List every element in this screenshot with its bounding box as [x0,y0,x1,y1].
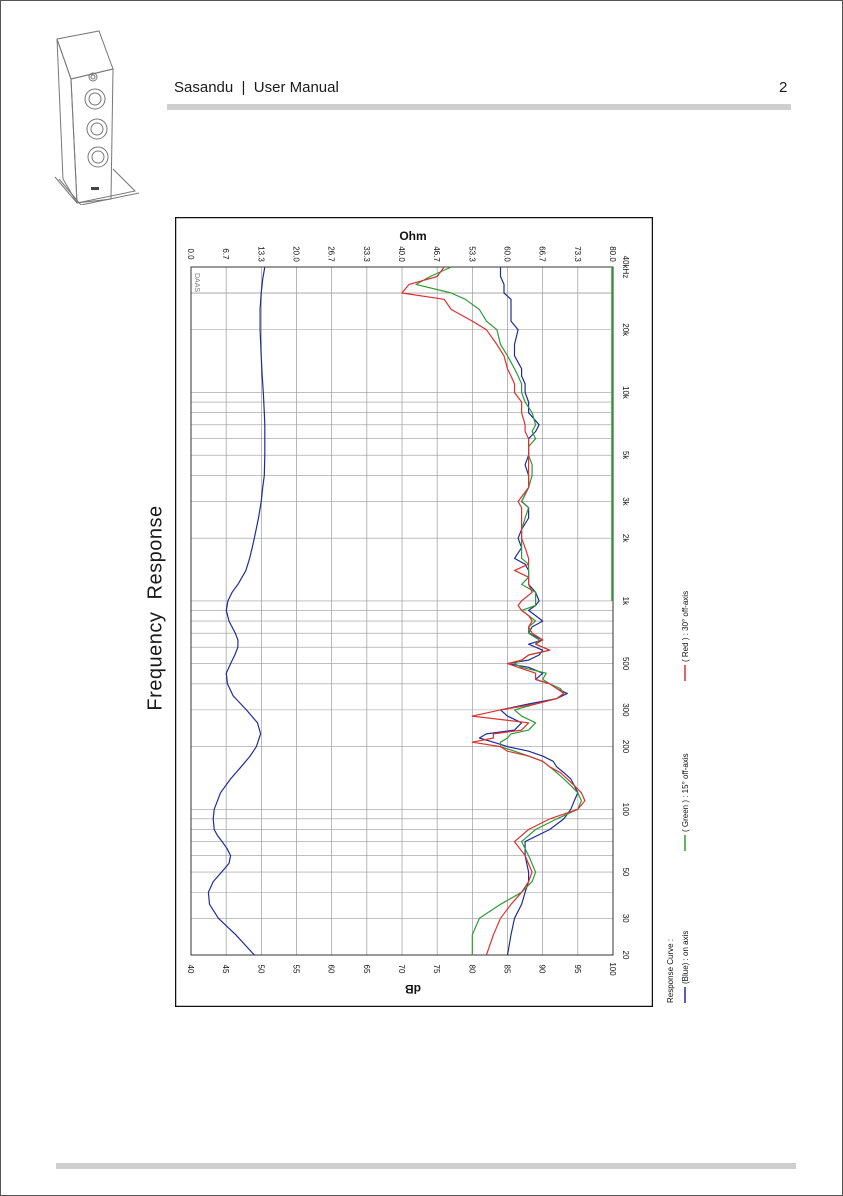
tick-label-ohm: 73.3 [573,246,582,262]
speaker-logo-icon [54,30,140,205]
chart-frame [175,217,653,1007]
tick-label-db: 95 [573,965,582,974]
tick-label-freq: 100 [621,803,630,817]
page-number: 2 [779,79,788,96]
response-curve-2 [401,266,586,956]
tick-label-ohm: 13.3 [256,246,265,262]
tick-label-db: 40 [186,965,195,974]
tick-label-db: 55 [292,965,301,974]
impedance-curve [207,266,266,956]
tick-label-db: 50 [256,965,265,974]
legend-heading: Response Curve : [666,939,675,1003]
tick-label-ohm: 66.7 [538,246,547,262]
tick-label-db: 90 [538,965,547,974]
tick-label-ohm: 26.7 [327,246,336,262]
tick-label-ohm: 20.0 [292,246,301,262]
header-rule [167,104,791,110]
tick-label-db: 100 [608,962,617,976]
tick-label-freq: 50 [621,868,630,877]
tick-label-db: 75 [432,965,441,974]
tick-label-freq: 2k [621,534,630,543]
y-axis-label: dB [405,982,421,996]
tick-label-db: 70 [397,965,406,974]
tick-label-freq: 5k [621,451,630,460]
legend-item-green: ( Green ) : 15° off-axis [681,753,690,832]
tick-label-freq: 10k [621,386,630,400]
tick-label-freq: 300 [621,703,630,717]
plot-area [190,266,614,956]
header-title: Sasandu | User Manual [174,79,339,96]
tick-label-freq: 500 [621,657,630,671]
tick-label-db: 80 [467,965,476,974]
tick-label-ohm: 0.0 [186,248,195,260]
tick-label-ohm: 33.3 [362,246,371,262]
tick-label-ohm: 6.7 [221,248,230,260]
tick-label-freq: 20k [621,323,630,337]
tick-label-freq: 200 [621,740,630,754]
y2-axis-label: Ohm [399,229,426,243]
legend-item-red: ( Red ) : 30° off-axis [681,591,690,662]
section-title: Frequency Response [144,505,167,711]
frequency-response-chart: 40 45 50 55 60 65 70 75 80 85 90 95 100 0.0 6.7 13.3 20.… [175,217,653,1007]
tick-label-freq: 40kHz [621,256,630,279]
tick-label-freq: 3k [621,497,630,506]
tick-label-db: 85 [503,965,512,974]
tick-label-ohm: 53.3 [467,246,476,262]
tick-label-freq: 30 [621,914,630,923]
tick-label-ohm: 80.0 [608,246,617,262]
tick-label-db: 65 [362,965,371,974]
tick-label-freq: 1k [621,597,630,606]
tick-label-db: 45 [221,965,230,974]
tick-label-ohm: 46.7 [432,246,441,262]
chart-legend: Response Curve : (Blue) : on axis ( Green … [666,591,690,1003]
tick-label-ohm: 40.0 [397,246,406,262]
watermark: DAAS [193,273,200,292]
footer-rule [56,1163,796,1169]
tick-label-freq: 20 [621,951,630,960]
tick-label-db: 60 [327,965,336,974]
response-curve-1 [415,266,582,955]
legend-item-blue: (Blue) : on axis [681,931,690,984]
tick-label-ohm: 60.0 [503,246,512,262]
